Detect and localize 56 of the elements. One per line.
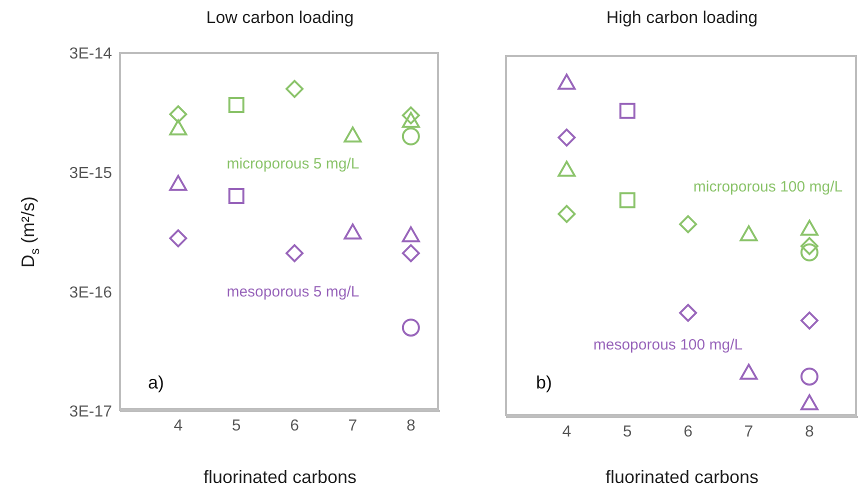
point	[619, 102, 636, 119]
point	[402, 318, 420, 337]
annotation: microporous 100 mg/L	[693, 178, 843, 196]
point	[169, 119, 188, 136]
point	[558, 204, 576, 223]
x-tick-label: 4	[562, 423, 572, 440]
annotation: mesoporous 100 mg/L	[593, 336, 743, 354]
annotation: a)	[148, 372, 164, 394]
point	[800, 237, 818, 256]
chart-title: Low carbon loading	[205, 8, 355, 28]
point	[558, 128, 576, 147]
x-tick-label: 6	[290, 417, 300, 434]
x-tick-label: 6	[684, 423, 693, 440]
point	[286, 80, 304, 98]
point	[402, 244, 420, 262]
point	[679, 304, 698, 322]
point	[800, 312, 818, 330]
point	[402, 127, 420, 146]
annotation: microporous 5 mg/L	[226, 156, 360, 172]
x-tick-label: 5	[232, 417, 241, 434]
point	[169, 105, 188, 124]
point	[740, 364, 758, 380]
point	[619, 192, 636, 208]
x-tick-label: 8	[804, 423, 814, 440]
point	[558, 160, 576, 177]
chart-title: High carbon loading	[605, 8, 759, 28]
y-tick-label: 3E-16	[69, 284, 112, 302]
point	[800, 394, 818, 410]
x-tick-label: 7	[744, 423, 754, 440]
point	[402, 106, 420, 124]
point	[740, 225, 758, 242]
point	[169, 174, 188, 191]
point	[558, 74, 576, 90]
y-tick-label: 3E-14	[69, 46, 112, 63]
x-tick-label: 8	[406, 417, 416, 434]
point	[228, 96, 244, 113]
point	[679, 215, 698, 234]
point	[800, 368, 818, 386]
point	[286, 244, 304, 262]
point	[344, 223, 362, 240]
y-tick-label: 3E-17	[69, 404, 112, 421]
point	[800, 243, 818, 262]
x-tick-label: 4	[174, 417, 183, 434]
annotation: mesoporous 5 mg/L	[226, 284, 360, 300]
point	[402, 226, 420, 242]
x-tick-label: 5	[622, 423, 632, 440]
point	[169, 229, 188, 248]
annotation: b)	[536, 372, 552, 394]
point	[800, 220, 818, 236]
point	[344, 126, 362, 143]
x-tick-label: 7	[348, 417, 358, 434]
point	[228, 188, 244, 204]
point	[402, 112, 420, 128]
x-axis-title: fluorinated carbons	[203, 467, 357, 487]
x-axis-title: fluorinated carbons	[605, 467, 759, 487]
y-tick-label: 3E-15	[69, 165, 112, 182]
